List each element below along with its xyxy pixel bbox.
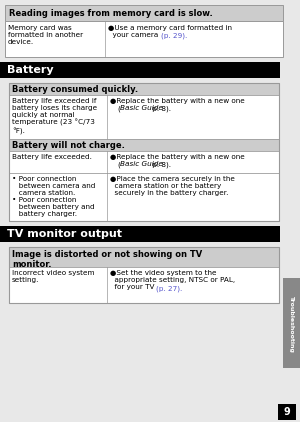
Bar bbox=[9, 247, 279, 267]
Text: ●Replace the battery with a new one: ●Replace the battery with a new one bbox=[110, 98, 245, 104]
Bar bbox=[278, 404, 296, 420]
Text: Battery: Battery bbox=[7, 65, 54, 75]
Text: Battery life exceeded.: Battery life exceeded. bbox=[12, 154, 92, 160]
Bar bbox=[9, 139, 279, 151]
Text: TV monitor output: TV monitor output bbox=[7, 229, 122, 239]
Text: Incorrect video system
setting.: Incorrect video system setting. bbox=[12, 270, 94, 283]
Bar bbox=[9, 95, 279, 139]
Bar bbox=[0, 226, 280, 242]
Text: (p. 29).: (p. 29). bbox=[161, 32, 187, 39]
Text: Basic Guide: Basic Guide bbox=[121, 162, 164, 168]
Bar bbox=[9, 83, 279, 95]
Bar bbox=[0, 62, 280, 78]
Bar bbox=[9, 151, 279, 173]
Text: ●Set the video system to the
  appropriate setting, NTSC or PAL,
  for your TV: ●Set the video system to the appropriate… bbox=[110, 270, 235, 290]
Text: Battery consumed quickly.: Battery consumed quickly. bbox=[12, 84, 138, 94]
Bar bbox=[5, 5, 283, 21]
Text: p. 8).: p. 8). bbox=[151, 106, 172, 112]
Text: ●Use a memory card formatted in
  your camera: ●Use a memory card formatted in your cam… bbox=[108, 25, 232, 38]
Text: Battery will not charge.: Battery will not charge. bbox=[12, 141, 125, 149]
Text: Basic Guide: Basic Guide bbox=[121, 106, 164, 111]
Text: ●Replace the battery with a new one: ●Replace the battery with a new one bbox=[110, 154, 245, 160]
Bar bbox=[9, 83, 279, 221]
Text: 9: 9 bbox=[284, 407, 290, 417]
Text: ●Place the camera securely in the
  camera station or the battery
  securely in : ●Place the camera securely in the camera… bbox=[110, 176, 235, 196]
Bar bbox=[283, 278, 300, 368]
Text: Reading images from memory card is slow.: Reading images from memory card is slow. bbox=[9, 8, 213, 17]
Bar bbox=[9, 173, 279, 221]
Text: Image is distorted or not showing on TV
monitor.: Image is distorted or not showing on TV … bbox=[12, 250, 202, 269]
Text: (: ( bbox=[117, 162, 120, 168]
Bar bbox=[9, 247, 279, 303]
Text: Memory card was
formatted in another
device.: Memory card was formatted in another dev… bbox=[8, 25, 83, 45]
Text: (: ( bbox=[117, 106, 120, 112]
Text: Troubleshooting: Troubleshooting bbox=[289, 295, 294, 352]
Text: (p. 27).: (p. 27). bbox=[156, 285, 182, 292]
Text: • Poor connection
   between camera and
   camera station.
• Poor connection
   : • Poor connection between camera and cam… bbox=[12, 176, 95, 217]
Text: Battery life exceeded if
battery loses its charge
quickly at normal
temperature : Battery life exceeded if battery loses i… bbox=[12, 98, 97, 135]
Bar bbox=[5, 21, 283, 57]
Bar bbox=[9, 267, 279, 303]
Text: p. 8).: p. 8). bbox=[151, 162, 172, 168]
